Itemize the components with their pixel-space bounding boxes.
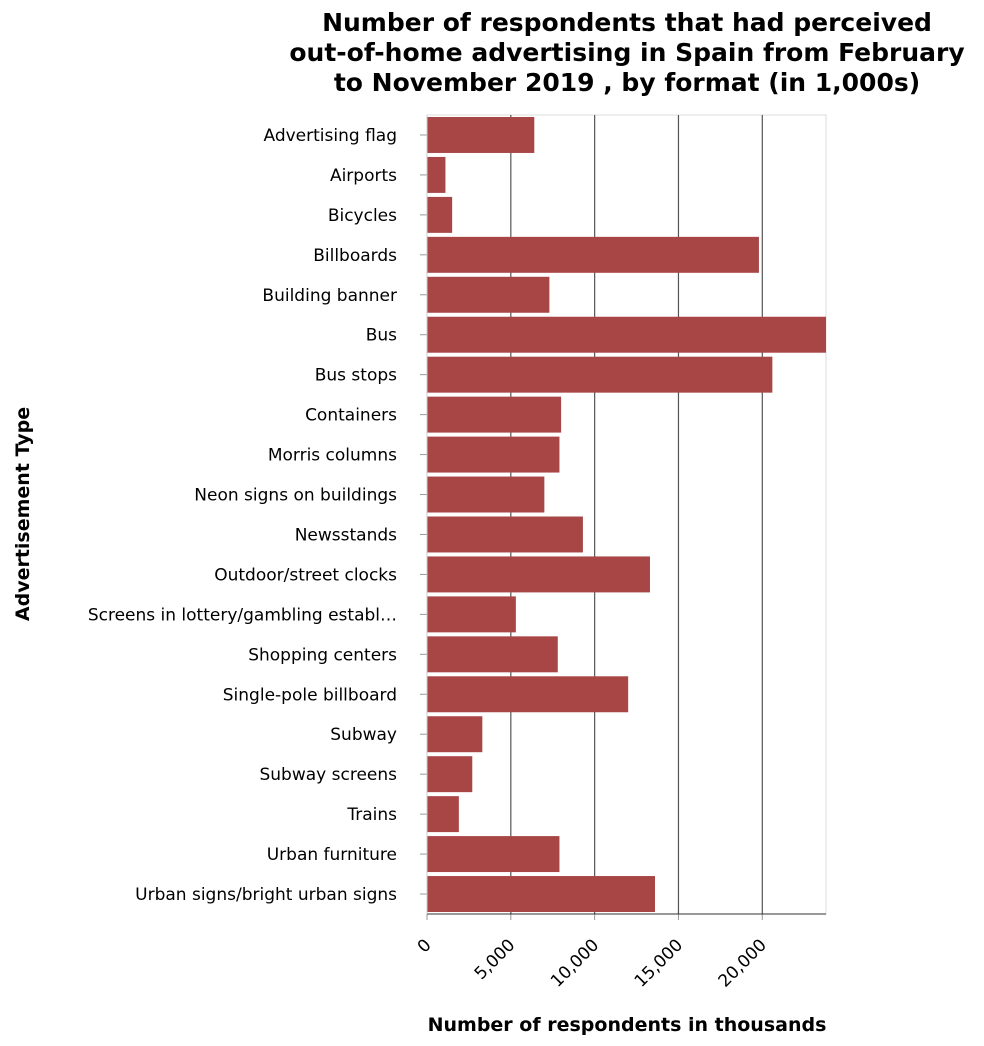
category-labels: Advertising flag Airports Bicycles Billboar… — [88, 126, 427, 905]
category-label: Single-pole billboard — [223, 685, 397, 705]
bar — [427, 396, 562, 433]
bar — [427, 756, 473, 793]
chart-title-line-3: to November 2019 , by format (in 1,000s) — [334, 68, 920, 97]
bar — [427, 236, 759, 273]
bar — [427, 596, 516, 633]
category-label: Bus — [366, 326, 397, 346]
category-label: Advertising flag — [264, 126, 398, 146]
category-label: Subway screens — [259, 765, 397, 785]
category-label: Screens in lottery/gambling establ… — [88, 605, 397, 625]
x-tick-label: 10,000 — [547, 935, 603, 991]
bar — [427, 476, 545, 513]
chart-title-line-2: out-of-home advertising in Spain from Fe… — [289, 38, 964, 67]
category-label: Urban signs/bright urban signs — [135, 885, 397, 905]
gridlines — [510, 115, 763, 914]
bar — [427, 196, 453, 233]
category-label: Subway — [330, 725, 397, 745]
category-label: Newsstands — [295, 525, 397, 545]
bar — [427, 876, 655, 913]
bar — [427, 276, 550, 313]
category-label: Outdoor/street clocks — [214, 565, 397, 585]
y-axis-title: Advertisement Type — [12, 407, 34, 621]
category-label: Airports — [330, 166, 397, 186]
bar — [427, 676, 629, 713]
bar — [427, 116, 535, 153]
x-tick-label: 20,000 — [715, 935, 771, 991]
x-tick-label: 0 — [414, 935, 436, 957]
category-label: Billboards — [313, 246, 397, 266]
bar — [427, 356, 773, 393]
x-tick-label: 5,000 — [471, 935, 520, 984]
category-label: Containers — [305, 406, 397, 426]
category-label: Shopping centers — [248, 645, 397, 665]
bar — [427, 716, 483, 753]
plot-area — [426, 114, 827, 915]
x-tick-labels: 0 5,000 10,000 15,000 20,000 — [414, 914, 771, 992]
category-label: Bus stops — [315, 366, 397, 386]
category-label: Neon signs on buildings — [194, 486, 397, 506]
x-axis-title: Number of respondents in thousands — [428, 1014, 827, 1036]
bar — [427, 516, 583, 553]
bar — [427, 636, 558, 673]
category-label: Urban furniture — [267, 845, 397, 865]
category-label: Bicycles — [328, 206, 397, 226]
chart-title-line-1: Number of respondents that had perceived — [322, 8, 932, 37]
bar — [427, 156, 446, 193]
category-label: Building banner — [262, 286, 397, 306]
bar — [427, 836, 560, 873]
bar — [427, 316, 826, 353]
bar — [427, 436, 560, 473]
bar — [427, 796, 459, 833]
category-label: Morris columns — [268, 446, 397, 466]
x-tick-label: 15,000 — [631, 935, 687, 991]
category-label: Trains — [346, 805, 397, 825]
bars — [427, 116, 826, 913]
bar — [427, 556, 650, 593]
